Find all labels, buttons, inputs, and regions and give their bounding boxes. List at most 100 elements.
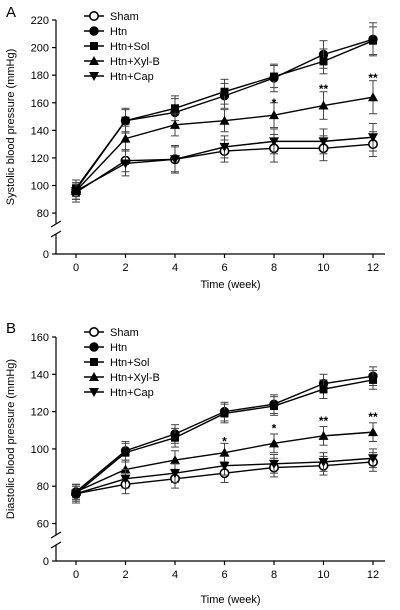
data-point [269,137,279,147]
x-tick-label: 8 [271,569,277,581]
data-point [121,448,130,457]
x-tick-label: 0 [73,262,79,274]
x-tick-label: 12 [367,262,379,274]
x-tick-label: 0 [73,569,79,581]
axis-break-mark [50,531,62,539]
data-point [170,119,180,129]
data-point [368,427,378,437]
legend-label: Htn+Xyl-B [110,56,160,68]
data-point [319,57,328,66]
y-axis-title: Systolic blood pressure (mmHg) [5,49,17,206]
data-point [269,459,279,469]
panel-label: A [6,4,16,21]
x-tick-label: 8 [271,262,277,274]
y-tick-label: 160 [31,332,49,344]
legend-label: Htn+Xyl-B [110,372,160,384]
y-tick-label: 0 [43,249,49,261]
axis-break-mark [50,220,62,228]
significance-annotation: ** [319,82,329,96]
x-tick-label: 10 [317,262,329,274]
legend-marker [90,358,98,366]
data-point [219,447,230,457]
x-tick-label: 6 [221,569,227,581]
legend-label: Htn [110,26,127,38]
data-point [170,469,180,479]
y-tick-label: 80 [37,481,49,493]
y-axis-title: Diastolic blood pressure (mmHg) [5,359,17,519]
legend-label: Sham [110,327,139,339]
y-tick-label: 140 [31,369,49,381]
x-axis-title: Time (week) [200,279,260,291]
legend-label: Htn+Sol [110,357,149,369]
data-point [369,36,377,45]
significance-annotation: ** [319,414,329,428]
legend-label: Htn+Cap [110,387,154,399]
data-point [71,489,81,499]
axis-break-mark [50,230,62,238]
data-point [219,142,230,152]
data-point [368,133,378,143]
y-tick-label: 100 [31,444,49,456]
panel-label: B [6,320,16,337]
data-point [171,104,179,113]
data-point [318,137,329,147]
data-point [270,72,278,81]
x-tick-label: 10 [317,569,329,581]
data-point [318,430,329,440]
data-point [369,375,377,384]
y-tick-label: 120 [31,153,49,165]
legend-marker [89,56,99,65]
data-point [269,438,279,448]
significance-annotation: ** [368,410,378,424]
x-axis-title: Time (week) [200,594,260,606]
x-tick-label: 2 [122,262,128,274]
x-tick-label: 6 [221,262,227,274]
data-point [219,115,230,125]
data-point [170,455,180,465]
legend-marker [89,326,100,337]
y-tick-label: 80 [37,208,49,220]
data-point [121,116,130,125]
y-tick-label: 60 [37,519,49,531]
x-tick-label: 4 [172,569,178,581]
significance-annotation: * [272,421,277,435]
axis-break-mark [50,541,62,549]
y-tick-label: 0 [43,556,49,568]
data-point [318,100,329,110]
legend-label: Htn+Sol [110,41,149,53]
chart-panel-b: B 0 60 80 100 120 140 160 0 2 4 6 8 10 12 Time (week) Di… [5,320,385,606]
data-point [219,461,230,471]
significance-annotation: ** [368,71,378,85]
data-point [319,385,328,394]
data-point [318,457,329,467]
data-point [270,402,278,411]
data-point [220,87,229,96]
x-tick-label: 2 [122,569,128,581]
legend-marker [89,388,99,397]
significance-annotation: * [222,434,227,448]
data-point [120,474,131,484]
legend-label: Htn [110,342,127,354]
y-tick-label: 220 [31,15,49,27]
y-tick-label: 160 [31,98,49,110]
series-htn-cap [71,122,378,200]
y-tick-label: 180 [31,70,49,82]
data-point [120,159,131,169]
legend-marker [89,372,99,381]
x-tick-label: 12 [367,569,379,581]
legend-label: Htn+Cap [110,71,154,83]
series-htn-sol [72,26,377,198]
data-point [170,155,180,165]
y-tick-label: 120 [31,407,49,419]
legend-label: Sham [110,11,139,23]
y-tick-label: 100 [31,181,49,193]
legend-marker [89,72,99,81]
data-point [120,133,131,143]
data-point [269,110,279,120]
y-tick-label: 200 [31,43,49,55]
data-point [171,433,179,442]
x-tick-label: 4 [172,262,178,274]
series-htn-cap [71,448,378,502]
legend-marker [90,42,98,50]
